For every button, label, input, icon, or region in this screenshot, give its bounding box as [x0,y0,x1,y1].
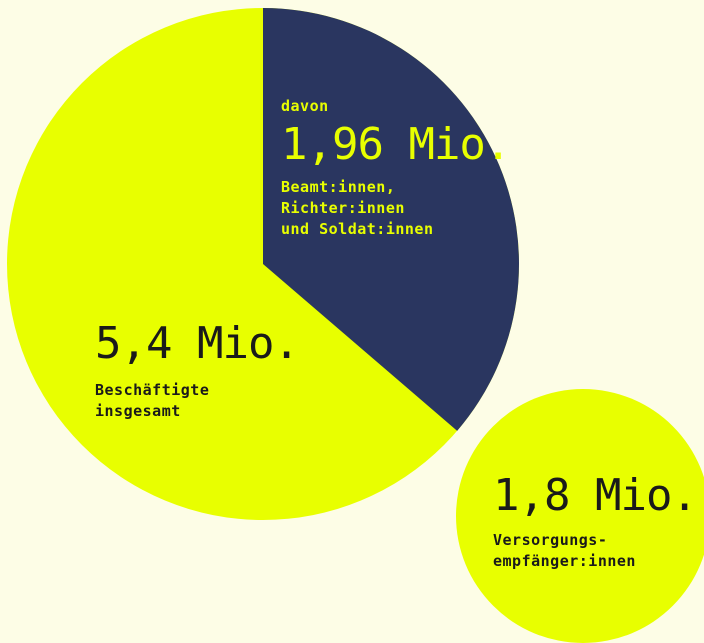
civil-servants-value: 1,96 Mio. [281,119,511,170]
pension-recipients-value: 1,8 Mio. [493,470,698,521]
civil-servants-label: davon 1,96 Mio. Beamt:innen, Richter:inn… [281,96,511,240]
pension-recipients-description: Versorgungs- empfänger:innen [493,531,636,570]
pension-recipients-circle [456,389,704,643]
davon-prefix: davon [281,97,329,115]
pension-recipients-label: 1,8 Mio. Versorgungs- empfänger:innen [493,470,698,572]
total-employees-value: 5,4 Mio. [95,318,300,369]
total-employees-description: Beschäftigte insgesamt [95,381,210,420]
civil-servants-description: Beamt:innen, Richter:innen und Soldat:in… [281,178,434,238]
civil-servants-slice [263,8,519,431]
total-employees-label: 5,4 Mio. Beschäftigte insgesamt [95,318,300,422]
